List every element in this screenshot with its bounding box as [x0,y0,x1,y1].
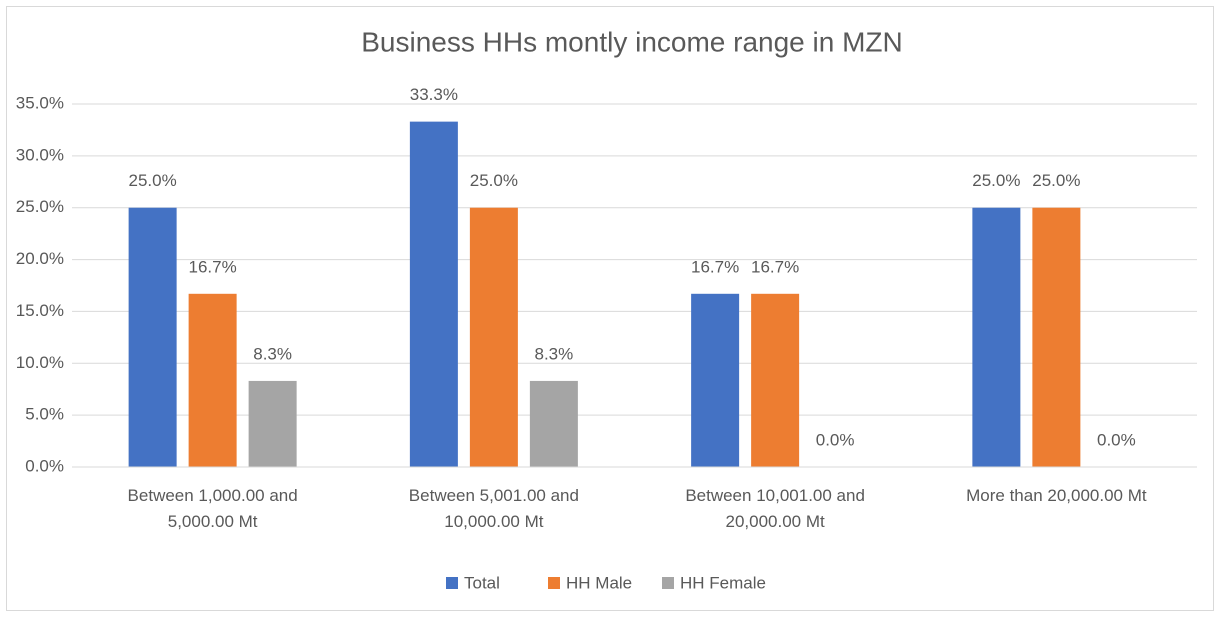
chart-title: Business HHs montly income range in MZN [361,26,903,57]
legend-label: HH Male [566,573,632,592]
data-label: 25.0% [972,171,1020,190]
bar [691,293,740,467]
y-tick-label: 0.0% [25,456,64,475]
data-label: 16.7% [189,257,237,276]
bar [128,207,177,467]
legend-swatch [548,577,560,589]
bar [1032,207,1081,467]
bar [188,293,237,467]
data-label: 8.3% [253,344,292,363]
x-tick-label: Between 10,001.00 and 20,000.00 Mt [685,486,865,531]
bar [409,121,458,467]
x-tick-label: Between 5,001.00 and 10,000.00 Mt [409,486,579,531]
x-tick-label: More than 20,000.00 Mt [966,486,1147,505]
data-label: 16.7% [691,257,739,276]
data-label: 25.0% [470,171,518,190]
data-label: 33.3% [410,85,458,104]
y-tick-label: 5.0% [25,405,64,424]
data-label: 0.0% [816,430,855,449]
data-label: 8.3% [535,344,574,363]
bar [972,207,1021,467]
data-label: 16.7% [751,257,799,276]
bar [469,207,518,467]
legend-swatch [662,577,674,589]
data-label: 25.0% [129,171,177,190]
y-tick-label: 15.0% [16,301,64,320]
bar [751,293,800,467]
y-tick-label: 30.0% [16,145,64,164]
y-tick-label: 20.0% [16,249,64,268]
bar [248,380,297,467]
bar [529,380,578,467]
legend-swatch [446,577,458,589]
x-tick-label: Between 1,000.00 and 5,000.00 Mt [128,486,298,531]
legend-label: HH Female [680,573,766,592]
y-tick-label: 35.0% [16,93,64,112]
y-tick-label: 25.0% [16,197,64,216]
data-label: 25.0% [1032,171,1080,190]
y-tick-label: 10.0% [16,353,64,372]
legend-label: Total [464,573,500,592]
data-label: 0.0% [1097,430,1136,449]
